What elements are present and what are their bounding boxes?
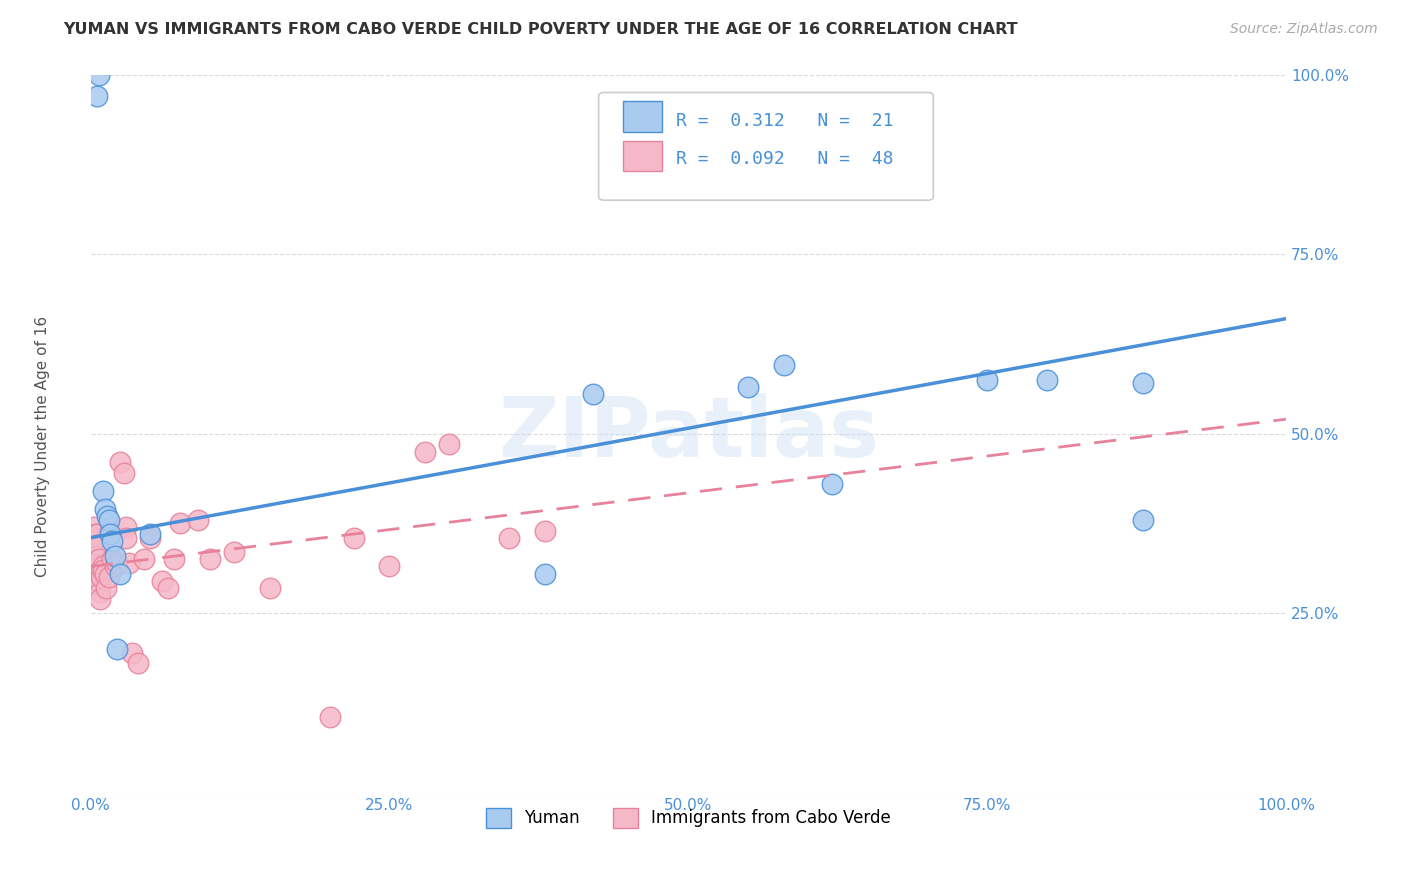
Point xyxy=(163,552,186,566)
Point xyxy=(89,591,111,606)
Point xyxy=(86,538,108,552)
Point xyxy=(110,566,132,581)
Point xyxy=(86,527,108,541)
Point xyxy=(121,646,143,660)
Point xyxy=(110,455,132,469)
Point xyxy=(198,552,221,566)
FancyBboxPatch shape xyxy=(599,93,934,200)
Point xyxy=(94,502,117,516)
Point xyxy=(534,524,557,538)
Point xyxy=(90,563,112,577)
Point xyxy=(105,642,128,657)
Point xyxy=(87,552,110,566)
Point xyxy=(83,520,105,534)
Point xyxy=(90,570,112,584)
Point xyxy=(86,89,108,103)
Point xyxy=(96,509,118,524)
Point xyxy=(97,513,120,527)
Point xyxy=(91,559,114,574)
Point xyxy=(98,527,121,541)
Point xyxy=(91,483,114,498)
Point xyxy=(94,566,117,581)
Point xyxy=(115,531,138,545)
Point xyxy=(101,534,124,549)
Point xyxy=(150,574,173,588)
Point xyxy=(87,68,110,82)
Point xyxy=(157,581,180,595)
Text: ZIPatlas: ZIPatlas xyxy=(498,393,879,474)
Point xyxy=(1132,376,1154,391)
Point xyxy=(134,552,156,566)
Point xyxy=(98,524,121,538)
Point xyxy=(187,513,209,527)
Legend: Yuman, Immigrants from Cabo Verde: Yuman, Immigrants from Cabo Verde xyxy=(479,801,897,835)
Text: YUMAN VS IMMIGRANTS FROM CABO VERDE CHILD POVERTY UNDER THE AGE OF 16 CORRELATIO: YUMAN VS IMMIGRANTS FROM CABO VERDE CHIL… xyxy=(63,22,1018,37)
Point xyxy=(318,710,340,724)
Point xyxy=(378,559,401,574)
Point xyxy=(127,657,149,671)
Point xyxy=(103,559,125,574)
Point xyxy=(82,534,104,549)
Point xyxy=(139,531,162,545)
Point xyxy=(89,577,111,591)
Point xyxy=(112,466,135,480)
Point xyxy=(582,387,605,401)
Point xyxy=(87,566,110,581)
Point xyxy=(97,570,120,584)
Point xyxy=(342,531,364,545)
Point xyxy=(101,552,124,566)
Point xyxy=(91,563,114,577)
Point xyxy=(259,581,281,595)
Text: Child Poverty Under the Age of 16: Child Poverty Under the Age of 16 xyxy=(35,316,49,576)
Point xyxy=(103,549,125,563)
Point xyxy=(413,444,436,458)
Point xyxy=(773,359,796,373)
Text: Source: ZipAtlas.com: Source: ZipAtlas.com xyxy=(1230,22,1378,37)
Text: R =  0.312   N =  21: R = 0.312 N = 21 xyxy=(676,112,894,130)
Point xyxy=(1036,373,1059,387)
Point xyxy=(169,516,191,531)
Point xyxy=(115,520,138,534)
Text: R =  0.092   N =  48: R = 0.092 N = 48 xyxy=(676,150,894,169)
Point xyxy=(96,581,118,595)
Point xyxy=(84,527,107,541)
Point xyxy=(87,538,110,552)
Point xyxy=(498,531,520,545)
FancyBboxPatch shape xyxy=(623,101,662,132)
Point xyxy=(118,556,141,570)
Point xyxy=(976,373,998,387)
Point xyxy=(534,566,557,581)
FancyBboxPatch shape xyxy=(623,141,662,171)
Point xyxy=(439,437,461,451)
Point xyxy=(737,380,759,394)
Point xyxy=(86,549,108,563)
Point xyxy=(139,527,162,541)
Point xyxy=(821,476,844,491)
Point xyxy=(105,556,128,570)
Point xyxy=(222,545,245,559)
Point xyxy=(89,584,111,599)
Point xyxy=(87,559,110,574)
Point xyxy=(1132,513,1154,527)
